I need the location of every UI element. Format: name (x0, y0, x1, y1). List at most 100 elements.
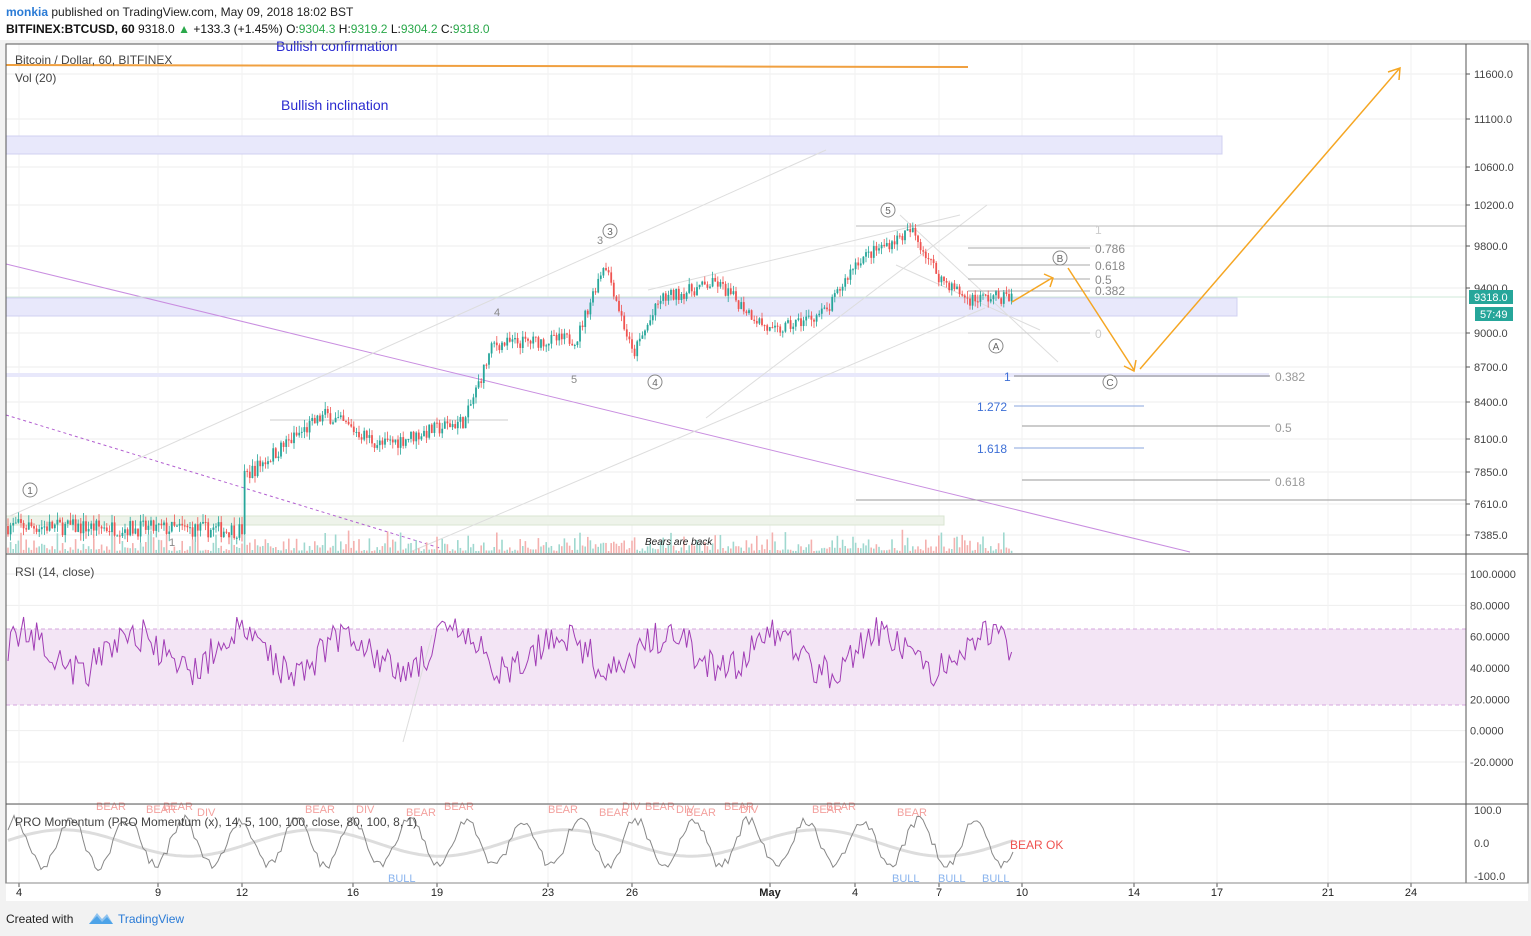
candle-body (729, 288, 732, 295)
bullish-confirmation-line[interactable] (5, 64, 969, 68)
candle-body (189, 527, 191, 529)
candle-body (852, 269, 854, 271)
volume-bar (800, 546, 802, 553)
volume-bar (74, 539, 77, 553)
tradingview-link[interactable]: TradingView (118, 912, 185, 926)
time-axis[interactable] (6, 883, 1528, 901)
candle-body (896, 235, 899, 245)
candle-body (545, 345, 548, 347)
momentum-series[interactable] (7, 814, 1014, 872)
volume-bar (402, 549, 404, 553)
volume-bar (506, 549, 508, 553)
fib-retracement (856, 225, 1466, 501)
volume-bar (971, 550, 974, 553)
candle-body (326, 408, 329, 414)
momentum-tick-label: 0.0 (1474, 838, 1489, 850)
candle-body (423, 430, 425, 437)
dotted-trendline[interactable] (5, 414, 441, 549)
candle-body (761, 318, 763, 326)
candle-body (443, 421, 446, 429)
volume-bar (896, 550, 898, 553)
wave-sub-label: 1 (169, 537, 175, 549)
volume-bar (576, 549, 579, 553)
candle-body (436, 422, 438, 424)
volume-bar (776, 549, 779, 553)
volume-bar (597, 546, 599, 553)
volume-bar (215, 534, 217, 553)
momentum-title: PRO Momentum (PRO Momentum (x), 14, 5, 1… (15, 815, 417, 829)
candle-body (610, 272, 613, 283)
volume-bar (808, 544, 810, 553)
candle-body (597, 278, 600, 293)
candle-body (901, 235, 904, 241)
countdown-text: 57:49 (1480, 309, 1508, 321)
wave-circle-label: 4 (652, 378, 658, 389)
rsi-line[interactable] (7, 616, 1013, 689)
candlestick-series[interactable] (7, 222, 1013, 545)
volume-bar (155, 549, 157, 553)
volume-bar (587, 536, 589, 553)
candle-body (56, 519, 59, 525)
price-tick-label: 8400.0 (1474, 397, 1508, 409)
momentum-signal-label: BEAR (96, 801, 126, 813)
candle-body (144, 520, 147, 530)
volume-bar (436, 536, 438, 553)
candle-body (698, 284, 701, 288)
momentum-signal-line (7, 828, 1014, 858)
projection-arrows[interactable] (1011, 66, 1401, 373)
candle-body (176, 525, 178, 527)
svg-text:0.382: 0.382 (1095, 284, 1125, 298)
candle-body (927, 258, 930, 260)
candle-body (342, 415, 345, 421)
volume-bar (459, 547, 462, 553)
volume-bar (753, 550, 755, 553)
candle-body (30, 522, 33, 527)
momentum-signal-label: DIV (676, 804, 695, 816)
candle-body (215, 526, 217, 528)
volume-bar (204, 549, 207, 553)
volume-bar (730, 548, 732, 553)
volume-bar (194, 541, 196, 553)
volume-bar (563, 538, 566, 553)
candle-body (254, 465, 256, 477)
price-change: +133.3 (+1.45%) (193, 22, 283, 36)
volume-bar (906, 537, 909, 553)
volume-bar (522, 546, 524, 553)
price-tick-label: 10600.0 (1474, 162, 1514, 174)
price-axis[interactable] (1466, 44, 1528, 883)
candle-body (324, 408, 327, 415)
time-tick-label: 4 (16, 887, 22, 899)
candle-body (662, 293, 665, 301)
candle-body (800, 318, 802, 327)
candle-body (644, 330, 646, 336)
volume-bar (763, 549, 766, 553)
momentum-signal-label: BULL (982, 873, 1010, 885)
time-tick-label: 19 (431, 887, 443, 899)
volume-bar (48, 549, 51, 553)
chart-canvas[interactable]: 11600.011100.010600.010200.09800.09400.0… (0, 40, 1531, 902)
purple-trendline[interactable] (5, 263, 1191, 553)
volume-bar (178, 550, 181, 553)
volume-bar (22, 549, 25, 553)
momentum-signal-label: DIV (197, 807, 216, 819)
candle-body (277, 456, 280, 459)
candle-body (940, 276, 943, 283)
volume-bar (259, 546, 261, 553)
candle-body (378, 440, 381, 446)
author-link[interactable]: monkia (6, 5, 49, 19)
volume-bar (202, 550, 204, 553)
volume-bar (867, 539, 870, 553)
candle-body (849, 269, 852, 280)
volume-bar (769, 550, 771, 553)
volume-bar (743, 550, 745, 553)
volume-bar (191, 539, 194, 553)
volume-bar (113, 536, 116, 553)
volume-bar (535, 549, 537, 553)
candle-body (932, 259, 935, 263)
candle-body (251, 465, 254, 479)
tradingview-logo-icon[interactable] (88, 910, 114, 926)
candle-body (85, 521, 87, 532)
volume-bar (514, 549, 516, 553)
wave-sub-label: 5 (571, 374, 577, 386)
candle-body (397, 439, 399, 448)
